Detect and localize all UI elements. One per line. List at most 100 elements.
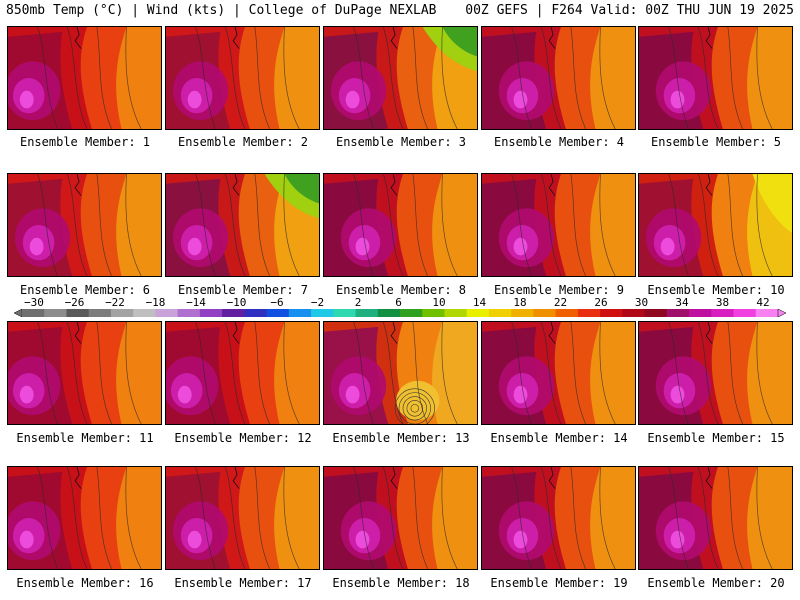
temperature-map xyxy=(166,467,319,569)
colorbar-segment xyxy=(755,309,779,317)
temperature-map xyxy=(8,467,161,569)
ensemble-member-label: Ensemble Member: 12 xyxy=(174,431,312,445)
ensemble-member-label: Ensemble Member: 16 xyxy=(16,576,154,590)
colorbar-tick-label: 2 xyxy=(354,296,362,309)
temperature-map xyxy=(324,27,477,129)
colorbar-tick-label: 10 xyxy=(432,296,446,309)
colorbar-segment xyxy=(488,309,512,317)
colorbar-segment xyxy=(422,309,445,317)
colorbar-tick-label: −30 xyxy=(24,296,44,309)
colorbar-tick-label: −10 xyxy=(226,296,247,309)
colorbar-tick-label: 38 xyxy=(715,296,730,309)
colorbar-tick-label: −6 xyxy=(270,296,284,309)
colorbar-segment xyxy=(288,309,312,317)
temperature-map xyxy=(324,174,477,276)
ensemble-map-panel xyxy=(165,466,320,570)
colorbar-tick-label: −14 xyxy=(186,296,206,309)
colorbar-segment xyxy=(511,309,534,317)
colorbar-tick-label: 14 xyxy=(472,296,487,309)
colorbar-min-arrow xyxy=(14,309,23,317)
ensemble-member-label: Ensemble Member: 14 xyxy=(490,431,628,445)
temperature-map xyxy=(324,467,477,569)
header-right-title: 00Z GEFS | F264 Valid: 00Z THU JUN 19 20… xyxy=(465,3,794,18)
colorbar-tick-label: 26 xyxy=(594,296,608,309)
colorbar-segment xyxy=(88,309,112,317)
colorbar-segment xyxy=(400,309,423,317)
ensemble-map-panel xyxy=(481,173,636,277)
ensemble-map-panel xyxy=(323,466,478,570)
temperature-map xyxy=(639,27,792,129)
temperature-map xyxy=(639,322,792,424)
colorbar-segment xyxy=(155,309,179,317)
temperature-map xyxy=(166,174,319,276)
temperature-colorbar xyxy=(14,309,786,317)
ensemble-member-label: Ensemble Member: 15 xyxy=(647,431,785,445)
colorbar-tick-label: 6 xyxy=(395,296,402,309)
colorbar-segment xyxy=(666,309,690,317)
ensemble-member-label: Ensemble Member: 8 xyxy=(335,283,467,297)
colorbar-segment xyxy=(244,309,268,317)
colorbar-segment xyxy=(711,309,735,317)
ensemble-member-label: Ensemble Member: 9 xyxy=(493,283,625,297)
colorbar-segment xyxy=(222,309,245,317)
temperature-map xyxy=(8,322,161,424)
colorbar-tick-label: −22 xyxy=(105,296,125,309)
colorbar-segment xyxy=(333,309,357,317)
colorbar-tick-label: −26 xyxy=(64,296,85,309)
colorbar-segment xyxy=(110,309,134,317)
ensemble-map-panel xyxy=(7,26,162,130)
colorbar-segment xyxy=(689,309,712,317)
colorbar-tick-label: 34 xyxy=(675,296,689,309)
colorbar-segment xyxy=(600,309,623,317)
colorbar-segment xyxy=(311,309,334,317)
colorbar-segment xyxy=(555,309,579,317)
colorbar-segment xyxy=(22,309,45,317)
colorbar-tick-label: 22 xyxy=(553,296,568,309)
colorbar-segment xyxy=(44,309,67,317)
colorbar-segment xyxy=(444,309,468,317)
colorbar-tick-label: 18 xyxy=(513,296,527,309)
colorbar-segment xyxy=(177,309,201,317)
colorbar-segment xyxy=(199,309,223,317)
ensemble-map-panel xyxy=(638,26,793,130)
colorbar-segment xyxy=(733,309,757,317)
temperature-map xyxy=(482,467,635,569)
ensemble-map-panel xyxy=(638,321,793,425)
temperature-map xyxy=(639,467,792,569)
temperature-map xyxy=(324,322,477,424)
ensemble-member-label: Ensemble Member: 5 xyxy=(650,135,782,149)
colorbar-segment xyxy=(66,309,90,317)
colorbar-max-arrow xyxy=(777,309,786,317)
ensemble-member-label: Ensemble Member: 10 xyxy=(647,283,785,297)
ensemble-map-panel xyxy=(165,26,320,130)
ensemble-member-label: Ensemble Member: 18 xyxy=(332,576,470,590)
ensemble-member-label: Ensemble Member: 7 xyxy=(177,283,309,297)
ensemble-member-label: Ensemble Member: 11 xyxy=(16,431,154,445)
temperature-map xyxy=(166,27,319,129)
ensemble-map-panel xyxy=(638,466,793,570)
ensemble-member-label: Ensemble Member: 4 xyxy=(493,135,625,149)
colorbar-segment xyxy=(622,309,646,317)
temperature-map xyxy=(8,27,161,129)
ensemble-map-panel xyxy=(165,173,320,277)
temperature-map xyxy=(8,174,161,276)
ensemble-map-panel xyxy=(481,321,636,425)
ensemble-map-panel xyxy=(7,321,162,425)
temperature-map xyxy=(482,27,635,129)
colorbar-segment xyxy=(355,309,379,317)
ensemble-member-label: Ensemble Member: 6 xyxy=(19,283,151,297)
temperature-map xyxy=(482,174,635,276)
ensemble-member-label: Ensemble Member: 1 xyxy=(19,135,151,149)
colorbar-segment xyxy=(577,309,601,317)
ensemble-map-panel xyxy=(481,26,636,130)
ensemble-map-panel xyxy=(481,466,636,570)
ensemble-member-label: Ensemble Member: 3 xyxy=(335,135,467,149)
colorbar-segment xyxy=(644,309,668,317)
ensemble-member-label: Ensemble Member: 2 xyxy=(177,135,309,149)
ensemble-map-panel xyxy=(323,26,478,130)
colorbar-segment xyxy=(466,309,490,317)
ensemble-map-panel xyxy=(7,466,162,570)
ensemble-map-panel xyxy=(323,173,478,277)
ensemble-member-label: Ensemble Member: 19 xyxy=(490,576,628,590)
ensemble-member-label: Ensemble Member: 13 xyxy=(332,431,470,445)
